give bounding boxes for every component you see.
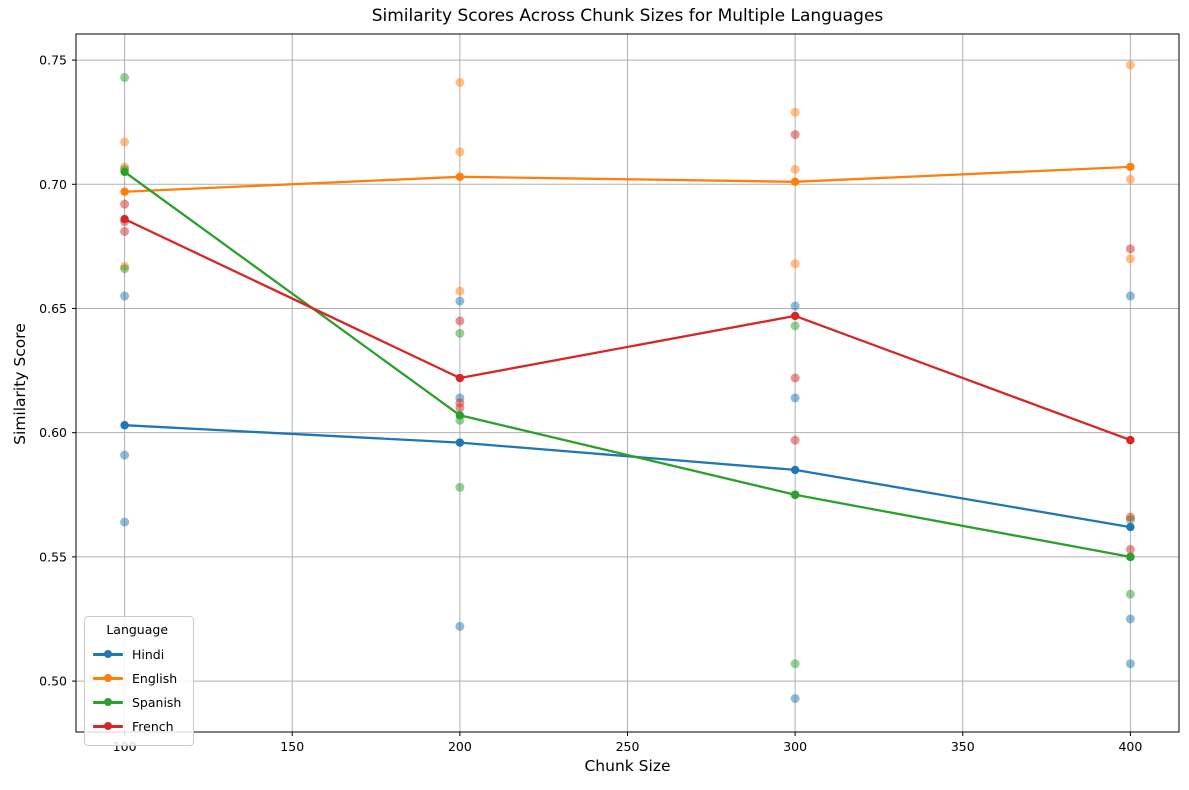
scatter-point (1125, 659, 1135, 669)
legend-item: Hindi (93, 642, 181, 666)
mean-marker (455, 172, 465, 182)
scatter-point (1125, 291, 1135, 301)
scatter-point (790, 373, 800, 383)
legend-label: French (132, 718, 174, 734)
mean-marker (120, 167, 129, 177)
mean-marker (790, 311, 800, 321)
scatter-point (1125, 60, 1135, 70)
mean-line (123, 217, 1132, 442)
scatter-point (1125, 174, 1135, 184)
y-tick-label: 0.65 (39, 301, 67, 316)
scatter-point (790, 435, 800, 445)
y-tick-label: 0.70 (39, 177, 67, 192)
scatter-point (455, 316, 465, 326)
mean-marker (1126, 435, 1135, 445)
y-tick-label: 0.55 (39, 549, 67, 564)
scatter-point (120, 517, 130, 527)
scatter-point (120, 72, 130, 82)
y-tick-label: 0.75 (39, 53, 67, 68)
scatter-point (790, 693, 800, 703)
mean-marker (120, 187, 129, 196)
legend-line-marker-icon (93, 672, 123, 684)
mean-line (123, 424, 1132, 529)
x-axis-label: Chunk Size (584, 757, 671, 775)
scatter-point (1125, 244, 1135, 254)
scatter-point (1125, 544, 1135, 554)
scatter-point (790, 393, 800, 403)
scatter-point (1125, 512, 1135, 522)
scatter-point (120, 291, 130, 301)
scatter-point (455, 621, 465, 631)
scatter-point (120, 450, 130, 460)
legend-line-marker-icon (93, 696, 123, 708)
scatter-point (455, 147, 465, 157)
mean-marker (1126, 162, 1135, 172)
x-tick-label: 300 (783, 739, 807, 754)
scatter-point (1125, 254, 1135, 264)
mean-marker (790, 490, 800, 499)
scatter-point (1125, 614, 1135, 624)
scatter-point (790, 659, 800, 669)
x-tick-label: 150 (280, 739, 304, 754)
mean-marker (790, 177, 800, 186)
legend-item: Spanish (93, 690, 181, 714)
mean-marker (1126, 552, 1135, 562)
y-tick-label: 0.60 (39, 425, 67, 440)
legend-label: Spanish (132, 694, 182, 710)
mean-marker (455, 373, 465, 383)
mean-marker (790, 465, 800, 475)
y-tick-label: 0.50 (39, 674, 67, 689)
scatter-point (790, 259, 800, 269)
legend-title: Language (106, 622, 169, 637)
mean-line (123, 165, 1132, 193)
mean-marker (455, 411, 465, 420)
scatter-point (455, 296, 465, 306)
scatter-point (455, 286, 465, 296)
scatter-point (790, 321, 800, 331)
x-tick-label: 200 (448, 739, 472, 754)
legend: Language Hindi English Spanish French (84, 616, 195, 746)
legend-item: French (93, 714, 181, 738)
mean-marker (120, 214, 129, 224)
scatter-point (120, 264, 130, 274)
scatter-point (790, 107, 800, 117)
scatter-point (455, 403, 465, 413)
scatter-point (790, 130, 800, 140)
x-tick-label: 400 (1118, 739, 1142, 754)
scatter-point (455, 328, 465, 338)
mean-marker (455, 438, 465, 447)
scatter-point (790, 301, 800, 311)
x-tick-label: 250 (616, 739, 640, 754)
chart-title: Similarity Scores Across Chunk Sizes for… (371, 6, 884, 26)
legend-label: English (132, 670, 178, 686)
mean-line (123, 170, 1132, 559)
legend-item: English (93, 666, 181, 690)
mean-marker (120, 421, 129, 430)
legend-label: Hindi (132, 646, 165, 662)
scatter-point (120, 199, 130, 209)
mean-marker (1126, 522, 1135, 532)
legend-line-marker-icon (93, 720, 123, 732)
scatter-point (120, 226, 130, 236)
scatter-point (1125, 589, 1135, 599)
scatter-point (455, 77, 465, 87)
scatter-point (790, 164, 800, 174)
x-tick-label: 350 (951, 739, 975, 754)
scatter-point (120, 137, 130, 147)
legend-line-marker-icon (93, 648, 123, 660)
scatter-point (455, 482, 465, 492)
